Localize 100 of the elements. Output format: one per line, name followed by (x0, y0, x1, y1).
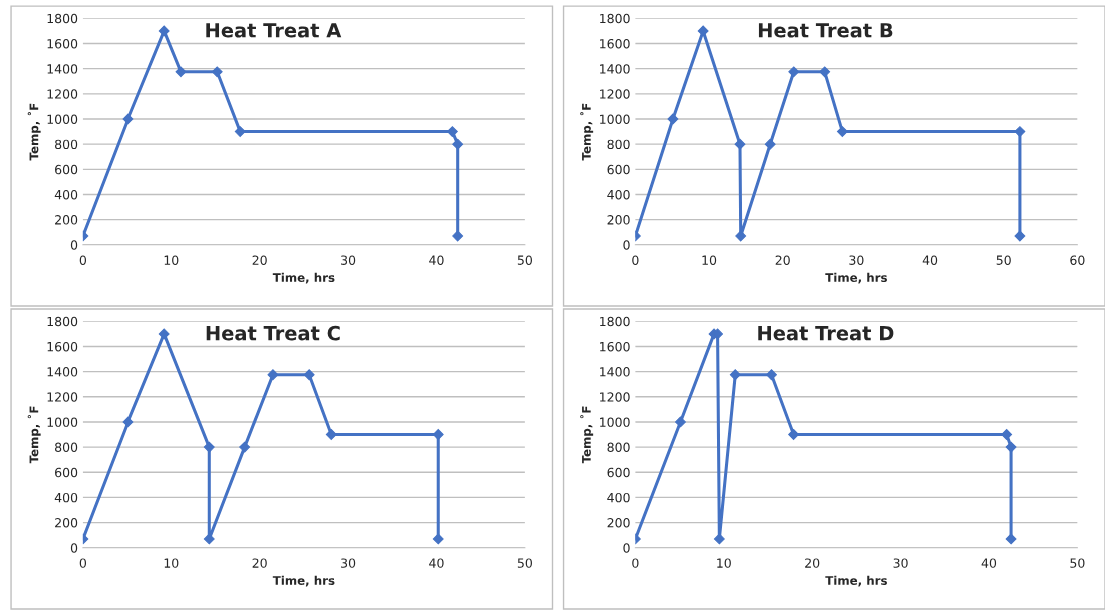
y-tick-label: 400 (54, 492, 78, 503)
y-tick-label: 600 (55, 467, 78, 478)
point (1005, 441, 1017, 453)
y-tick-label: 0 (70, 543, 78, 553)
point (1005, 533, 1017, 545)
y-tick-label: 1800 (600, 316, 630, 327)
x-tick-label: 40 (922, 255, 938, 265)
point (432, 533, 444, 545)
x-tick-label: 40 (429, 558, 444, 568)
x-tick-label: 10 (164, 558, 179, 568)
y-tick-label: 200 (607, 215, 630, 225)
y-tick-label: 1400 (47, 367, 78, 377)
y-tick-label: 1000 (600, 417, 630, 427)
chart-title: Heat Treat C (206, 325, 340, 341)
x-tick-label: 50 (1070, 558, 1085, 568)
x-tick-label: 30 (341, 558, 356, 568)
x-tick-label: 20 (775, 255, 790, 265)
point (203, 441, 215, 453)
chart-title: Heat Treat D (758, 326, 894, 341)
x-tick-label: 50 (517, 255, 532, 265)
point (734, 138, 746, 150)
chart-title: Heat Treat B (758, 23, 893, 38)
x-tick-label: 0 (632, 255, 639, 265)
point (764, 138, 776, 150)
y-tick-label: 200 (55, 518, 78, 528)
y-tick-label: 800 (607, 139, 630, 150)
x-axis-title: Time, hrs (825, 272, 887, 284)
x-tick-label: 10 (717, 558, 731, 568)
point (234, 126, 246, 138)
y-tick-label: 800 (55, 139, 78, 150)
y-tick-label: 1800 (47, 316, 78, 327)
x-tick-label: 0 (79, 255, 87, 265)
y-tick-label: 0 (70, 240, 78, 250)
x-axis-title: Time, hrs (825, 575, 887, 587)
point (211, 66, 223, 78)
x-axis-title: Time, hrs (272, 575, 335, 587)
y-tick-label: 200 (55, 215, 78, 225)
x-tick-label: 10 (702, 255, 717, 265)
x-tick-label: 0 (79, 558, 87, 568)
y-tick-label: 800 (607, 442, 630, 453)
y-tick-label: 1000 (47, 114, 78, 124)
y-tick-label: 600 (607, 164, 630, 175)
y-tick-label: 600 (607, 467, 630, 478)
y-axis-title: Temp, ˚F (27, 103, 41, 161)
point (452, 138, 464, 150)
point (729, 369, 741, 381)
point (836, 126, 848, 138)
y-tick-label: 1200 (600, 392, 630, 402)
y-tick-label: 1200 (600, 89, 630, 99)
y-tick-label: 1400 (600, 64, 630, 74)
x-tick-label: 0 (632, 558, 639, 568)
point (175, 66, 187, 78)
point (766, 369, 777, 381)
y-tick-label: 400 (607, 492, 630, 503)
y-tick-label: 0 (623, 543, 630, 553)
y-tick-label: 1600 (47, 341, 78, 352)
x-tick-label: 30 (341, 255, 356, 265)
point (452, 230, 464, 242)
point (819, 66, 831, 78)
x-tick-label: 50 (996, 255, 1011, 265)
point (1001, 429, 1013, 440)
y-tick-label: 1400 (47, 64, 78, 74)
y-tick-label: 600 (55, 164, 78, 175)
y-tick-label: 1000 (47, 417, 78, 427)
y-axis-title: Temp, ˚F (580, 406, 594, 464)
y-tick-label: 1800 (47, 13, 78, 24)
y-tick-label: 1600 (600, 38, 630, 49)
x-tick-label: 20 (805, 558, 820, 568)
x-tick-label: 10 (164, 255, 179, 265)
x-tick-label: 20 (252, 558, 267, 568)
point (203, 533, 215, 545)
x-axis-title: Time, hrs (272, 272, 335, 284)
point (697, 25, 709, 37)
y-tick-label: 400 (54, 189, 78, 200)
point (675, 416, 686, 428)
y-axis-title: Temp, ˚F (580, 103, 594, 161)
point (667, 113, 679, 125)
point (303, 369, 315, 381)
point (788, 66, 800, 78)
y-tick-label: 1200 (47, 392, 78, 402)
point (1014, 230, 1026, 242)
y-tick-label: 200 (607, 518, 630, 528)
y-tick-label: 1200 (47, 89, 78, 99)
y-tick-label: 1400 (600, 367, 630, 377)
y-tick-label: 1000 (600, 114, 630, 124)
point (267, 369, 279, 381)
point (735, 230, 747, 242)
chart-title: Heat Treat A (206, 23, 342, 38)
x-tick-label: 40 (429, 255, 444, 265)
point (713, 533, 725, 545)
point (158, 328, 170, 340)
y-tick-label: 0 (623, 240, 630, 250)
point (122, 416, 134, 428)
point (239, 441, 251, 453)
y-tick-label: 1800 (600, 13, 630, 24)
x-tick-label: 60 (1070, 255, 1085, 265)
y-tick-label: 1600 (47, 38, 78, 49)
y-tick-label: 1600 (600, 341, 630, 352)
x-tick-label: 30 (893, 558, 908, 568)
y-tick-label: 400 (607, 189, 630, 200)
